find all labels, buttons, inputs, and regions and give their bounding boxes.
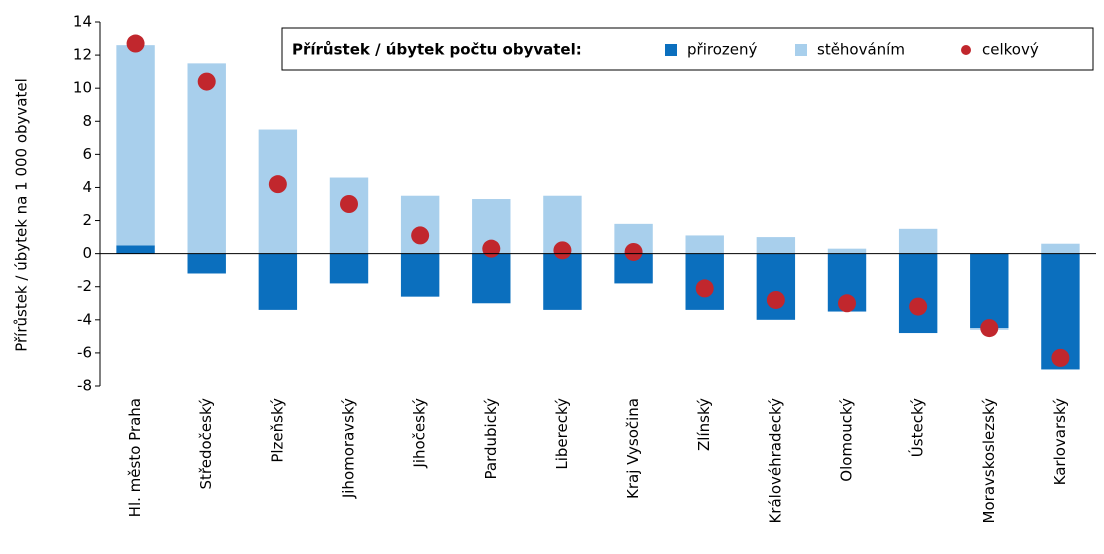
y-tick-label: 2 <box>82 211 92 229</box>
y-tick-label: 10 <box>73 79 92 97</box>
y-tick-label: 0 <box>82 244 92 262</box>
y-tick-label: -4 <box>77 310 92 328</box>
legend-label: stěhováním <box>817 41 905 59</box>
bar <box>472 253 511 304</box>
y-tick-label: 4 <box>82 178 92 196</box>
y-tick-label: -8 <box>77 377 92 395</box>
x-tick-label: Liberecký <box>553 398 571 470</box>
x-tick-label: Plzeňský <box>268 398 286 463</box>
legend-swatch <box>665 44 677 56</box>
dot <box>695 279 714 298</box>
bar <box>258 253 298 310</box>
y-tick-label: 8 <box>82 112 92 130</box>
dot <box>197 72 216 91</box>
bar <box>970 253 1009 329</box>
legend-label: celkový <box>982 41 1039 59</box>
y-tick-label: -2 <box>77 277 92 295</box>
x-tick-label: Moravskoslezský <box>980 398 998 524</box>
dot <box>553 241 572 260</box>
y-tick-label: 14 <box>73 13 92 31</box>
dot <box>340 195 358 213</box>
bar <box>543 253 582 310</box>
bar <box>187 63 226 254</box>
legend-title: Přírůstek / úbytek počtu obyvatel: <box>292 41 582 59</box>
x-tick-label: Hl. město Praha <box>126 398 144 517</box>
bar <box>400 253 440 297</box>
bar <box>116 245 155 254</box>
x-tick-label: Pardubický <box>482 398 500 480</box>
dot <box>268 175 287 194</box>
bar <box>329 253 369 284</box>
dot <box>411 226 430 245</box>
y-axis-label: Přírůstek / úbytek na 1 000 obyvatel <box>13 78 31 352</box>
bar <box>116 45 155 246</box>
dot <box>909 297 928 316</box>
bar <box>756 253 796 320</box>
y-tick-label: 6 <box>82 145 92 163</box>
legend-swatch <box>795 44 807 56</box>
bar <box>898 228 938 254</box>
x-tick-label: Jihomoravský <box>340 398 358 499</box>
y-tick-label: 12 <box>73 46 92 64</box>
bar <box>187 253 226 274</box>
dot <box>1051 348 1070 367</box>
x-tick-label: Zlínský <box>695 398 713 451</box>
x-tick-label: Kraj Vysočina <box>624 398 642 499</box>
bar <box>400 195 440 254</box>
bar <box>685 235 724 254</box>
x-tick-label: Středočeský <box>197 398 215 490</box>
x-tick-label: Jihočeský <box>411 398 429 469</box>
bar <box>1041 243 1080 254</box>
legend-label: přirozený <box>687 41 757 59</box>
dot <box>980 319 999 338</box>
dot <box>624 242 643 261</box>
x-tick-label: Královéhradecký <box>766 398 784 524</box>
legend-box <box>281 27 1094 71</box>
dot <box>838 294 856 313</box>
x-tick-label: Karlovarský <box>1051 398 1069 485</box>
bar <box>329 177 369 254</box>
y-tick-label: -6 <box>77 343 92 361</box>
x-tick-label: Ústecký <box>908 398 927 457</box>
dot <box>482 239 501 258</box>
x-tick-label: Olomoucký <box>838 398 856 482</box>
dot <box>766 290 785 309</box>
bar <box>827 248 867 254</box>
legend-swatch <box>961 45 971 55</box>
bar <box>898 253 938 334</box>
dot <box>126 34 145 53</box>
bar <box>756 237 796 254</box>
